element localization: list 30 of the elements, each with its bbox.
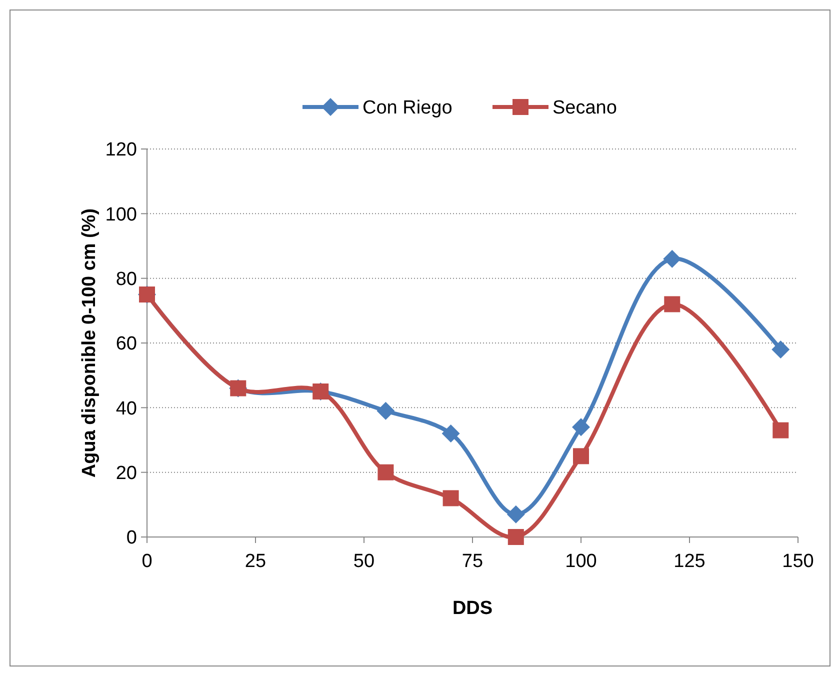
x-tick-label: 0 — [142, 551, 152, 572]
x-tick-label: 50 — [353, 551, 375, 572]
y-tick-label: 80 — [116, 268, 137, 290]
point — [378, 464, 394, 480]
x-tick-label: 150 — [782, 551, 814, 572]
point — [772, 340, 790, 358]
x-tick-label: 125 — [674, 551, 706, 572]
x-tick-label: 75 — [462, 551, 484, 572]
y-tick-label: 40 — [116, 398, 137, 420]
point — [573, 448, 589, 464]
point — [376, 402, 395, 420]
legend-label: Con Riego — [362, 98, 452, 119]
point — [506, 505, 525, 524]
point — [442, 490, 459, 506]
point — [508, 529, 524, 545]
point — [572, 418, 590, 436]
y-tick-label: 0 — [126, 528, 137, 549]
legend-label: Secano — [552, 98, 617, 119]
y-tick-label: 120 — [105, 140, 137, 161]
point — [664, 296, 680, 312]
point — [663, 250, 682, 268]
y-tick-label: 100 — [105, 204, 137, 226]
x-axis-title: DDS — [452, 598, 493, 619]
y-tick-label: 20 — [116, 462, 137, 484]
point — [442, 424, 460, 443]
point — [772, 422, 789, 438]
y-axis-title: Agua disponible 0-100 cm (%) — [79, 208, 100, 478]
x-tick-label: 100 — [565, 551, 597, 572]
x-tick-label: 25 — [244, 551, 266, 572]
y-tick-label: 60 — [116, 334, 137, 355]
